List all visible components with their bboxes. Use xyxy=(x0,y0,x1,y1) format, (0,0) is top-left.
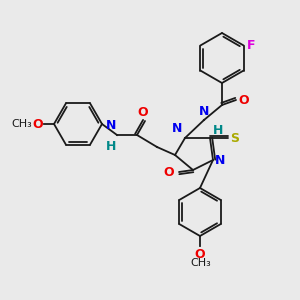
Text: O: O xyxy=(138,106,148,119)
Text: N: N xyxy=(172,122,182,135)
Text: O: O xyxy=(238,94,249,106)
Text: N: N xyxy=(199,105,209,118)
Text: CH₃: CH₃ xyxy=(11,119,32,129)
Text: O: O xyxy=(32,118,43,130)
Text: N: N xyxy=(215,154,225,166)
Text: O: O xyxy=(164,166,174,178)
Text: H: H xyxy=(106,140,116,153)
Text: S: S xyxy=(230,131,239,145)
Text: O: O xyxy=(195,248,205,261)
Text: CH₃: CH₃ xyxy=(190,258,212,268)
Text: F: F xyxy=(247,39,255,52)
Text: H: H xyxy=(213,124,224,137)
Text: N: N xyxy=(106,119,116,132)
